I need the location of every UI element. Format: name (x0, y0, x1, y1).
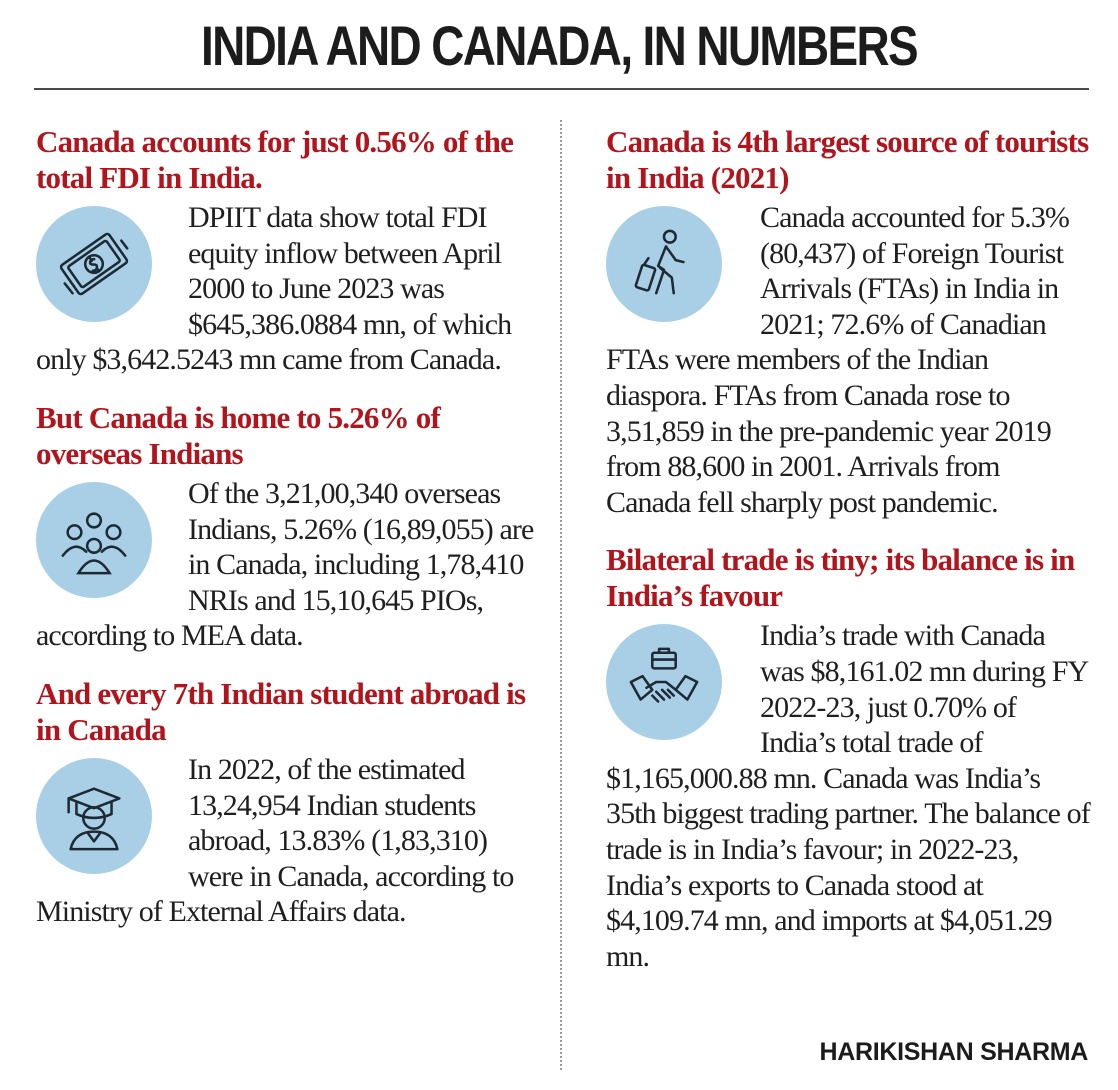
left-column: Canada accounts for just 0.56% of the to… (36, 124, 536, 952)
section-trade: Bilateral trade is tiny; its balance is … (606, 542, 1091, 974)
section-heading: Bilateral trade is tiny; its balance is … (606, 542, 1075, 614)
page-title: INDIA AND CANADA, IN NUMBERS (200, 14, 919, 77)
section-body: Of the 3,21,00,340 overseas Indians, 5.2… (36, 476, 534, 653)
graduate-icon (36, 757, 152, 874)
section-body: DPIIT data show total FDI equity inflow … (36, 201, 512, 377)
section-heading: And every 7th Indian student abroad is i… (36, 675, 526, 747)
people-group-icon (36, 481, 152, 598)
section-students: And every 7th Indian student abroad is i… (36, 676, 536, 930)
byline: HARIKISHAN SHARMA (819, 1038, 1088, 1066)
traveller-icon (606, 206, 722, 322)
right-column: Canada is 4th largest source of tourists… (606, 124, 1091, 996)
section-body: India’s trade with Canada was $8,161.02 … (606, 619, 1091, 973)
section-heading: But Canada is home to 5.26% of overseas … (36, 399, 441, 471)
section-fdi: Canada accounts for just 0.56% of the to… (36, 124, 536, 378)
section-heading: Canada is 4th largest source of tourists… (606, 124, 1089, 195)
section-body: Canada accounted for 5.3% (80,437) of Fo… (606, 201, 1070, 519)
section-diaspora: But Canada is home to 5.26% of overseas … (36, 400, 536, 654)
section-body: In 2022, of the estimated 13,24,954 Indi… (36, 752, 514, 929)
handshake-briefcase-icon (606, 624, 722, 741)
column-divider (560, 120, 562, 1070)
money-icon (36, 206, 152, 322)
title-rule (34, 88, 1089, 90)
section-tourists: Canada is 4th largest source of tourists… (606, 124, 1090, 520)
section-heading: Canada accounts for just 0.56% of the to… (36, 124, 514, 195)
